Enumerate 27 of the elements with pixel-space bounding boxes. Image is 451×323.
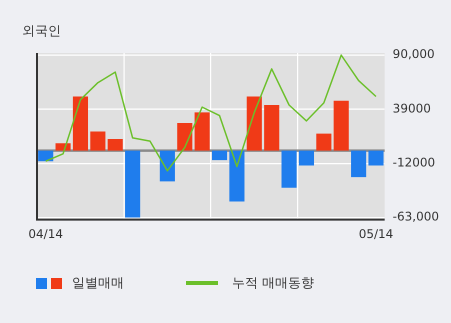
bar xyxy=(316,134,332,151)
bar xyxy=(229,150,244,202)
y-tick-label: 39000 xyxy=(392,101,431,116)
bar xyxy=(351,150,366,178)
bar xyxy=(177,123,192,151)
y-tick-label: 90,000 xyxy=(392,47,435,62)
x-tick-label: 05/14 xyxy=(358,226,394,241)
bar xyxy=(125,150,140,218)
chart-title: 외국인 xyxy=(22,23,61,40)
x-tick-label: 04/14 xyxy=(28,226,63,241)
bar xyxy=(212,150,228,160)
bar xyxy=(108,138,123,151)
y-tick-label: -12000 xyxy=(392,155,436,170)
bar xyxy=(90,132,106,151)
bar xyxy=(38,150,54,162)
bar xyxy=(334,100,349,151)
bar xyxy=(194,112,210,151)
bar xyxy=(282,150,297,188)
bar xyxy=(72,96,88,151)
bar xyxy=(298,150,314,166)
bar xyxy=(368,150,384,166)
legend-label: 일별매매 xyxy=(72,275,124,292)
bar xyxy=(246,96,262,151)
bar xyxy=(160,150,175,182)
y-tick-label: -63,000 xyxy=(392,210,440,224)
bar xyxy=(264,104,280,151)
legend-label: 누적 매매동향 xyxy=(232,275,314,292)
